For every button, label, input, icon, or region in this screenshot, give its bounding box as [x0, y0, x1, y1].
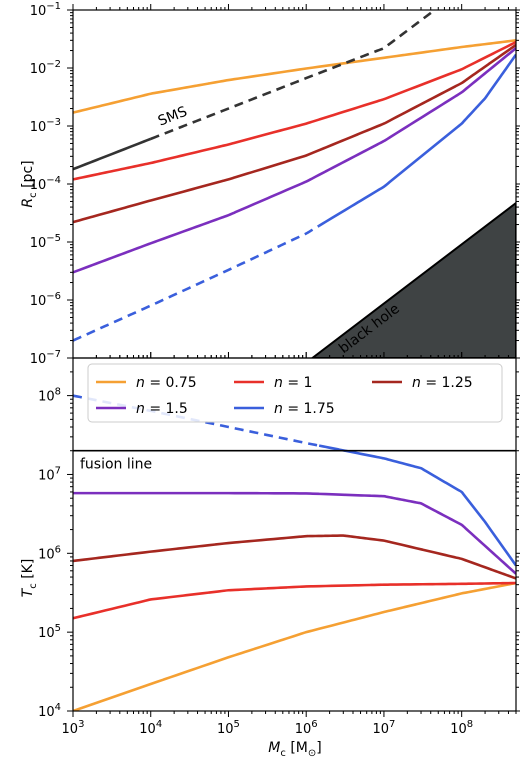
mass-tick-label: 106 [295, 719, 318, 737]
radius-tick-label: 10−7 [30, 349, 61, 367]
radius-tick-label: 10−1 [30, 1, 61, 19]
legend-label: n = 1.75 [274, 401, 335, 417]
temperature-tick-label: 106 [38, 544, 61, 562]
legend: n = 0.75 n = 1 n = 1.25 n = 1.5 n = 1.75 [87, 363, 503, 423]
mass-tick-label: 104 [139, 719, 162, 737]
mass-tick-label: 107 [372, 719, 395, 737]
mass-tick-label: 108 [450, 719, 473, 737]
radius-tick-label: 10−3 [30, 117, 61, 135]
radius-series-0 [73, 39, 516, 114]
radius-axis-label: Rc [pc] [20, 160, 39, 207]
fusion-line-label: fusion line [80, 457, 152, 473]
legend-box [87, 363, 503, 423]
legend-label: n = 0.75 [136, 375, 197, 391]
radius-series-2 [73, 43, 516, 224]
temperature-tick-label: 108 [38, 387, 61, 405]
temperature-series-4 [318, 444, 516, 567]
radius-series-5-dashed [150, 10, 436, 141]
radius-tick-label: 10−4 [30, 175, 61, 193]
radius-tick-label: 10−2 [30, 59, 61, 77]
temperature-panel: fusion line n = 0.75 n = 1 n = 1.25 n = 1.5… [20, 4, 520, 759]
radius-series-3 [73, 47, 516, 274]
temperature-tick-label: 107 [38, 465, 61, 483]
mass-tick-label: 105 [217, 719, 240, 737]
radius-series-4-dashed [73, 224, 320, 342]
radius-tick-label: 10−6 [30, 291, 61, 309]
mass-axis-label: Mc [M⊙] [268, 740, 321, 759]
radius-series-4 [318, 53, 516, 227]
temperature-series-3 [73, 491, 516, 575]
temperature-series-1 [73, 581, 516, 620]
radius-series-5 [73, 137, 152, 171]
temperature-series-2 [73, 534, 516, 580]
mass-tick-label: 103 [62, 719, 85, 737]
legend-label: n = 1.25 [412, 375, 473, 391]
temperature-tick-label: 105 [38, 623, 61, 641]
black-hole-region [310, 201, 516, 358]
temperature-series-0 [73, 581, 516, 711]
radius-series-1 [73, 40, 516, 181]
temperature-tick-label: 104 [38, 702, 61, 720]
legend-label: n = 1.5 [136, 401, 188, 417]
temperature-axis-label: Tc [K] [20, 559, 39, 598]
radius-tick-label: 10−5 [30, 233, 61, 251]
legend-label: n = 1 [274, 375, 312, 391]
